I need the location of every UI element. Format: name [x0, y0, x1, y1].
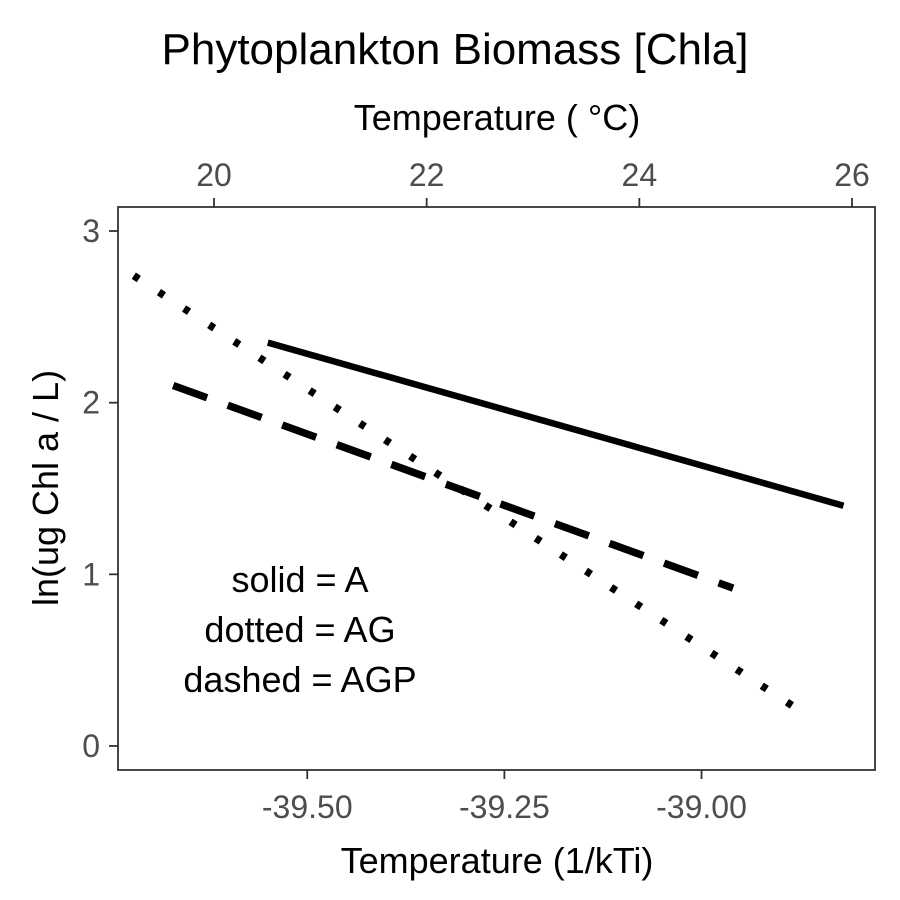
annotation-solid: solid = A — [231, 559, 368, 600]
x-axis-title: Temperature (1/kTi) — [341, 840, 654, 881]
x2-axis: 20 22 24 26 — [196, 157, 870, 207]
annotation-dashed: dashed = AGP — [183, 659, 416, 700]
series-line-dashed — [171, 381, 735, 592]
x-tick-label: -39.50 — [262, 789, 353, 825]
x2-tick-label: 22 — [409, 157, 445, 193]
y-tick-label: 3 — [82, 213, 100, 249]
y-tick-label: 0 — [82, 728, 100, 764]
x-tick-label: -39.00 — [656, 789, 747, 825]
x2-tick-label: 26 — [834, 157, 870, 193]
x-tick-label: -39.25 — [459, 789, 550, 825]
y-tick-label: 1 — [82, 556, 100, 592]
y-axis-title: ln(ug Chl a / L) — [25, 370, 66, 606]
y-axis: 0 1 2 3 — [82, 213, 118, 764]
series-line-solid — [266, 339, 845, 509]
x2-tick-label: 20 — [196, 157, 232, 193]
series-layer — [131, 272, 845, 722]
annotation-dotted: dotted = AG — [204, 609, 395, 650]
y-tick-label: 2 — [82, 385, 100, 421]
legend-annotation: solid = A dotted = AG dashed = AGP — [183, 559, 416, 700]
chart-title: Phytoplankton Biomass [Chla] — [162, 25, 749, 74]
plot-panel — [117, 206, 876, 771]
x-axis: -39.50 -39.25 -39.00 — [262, 770, 747, 825]
x2-axis-title: Temperature ( °C) — [354, 97, 640, 138]
x2-tick-label: 24 — [622, 157, 658, 193]
